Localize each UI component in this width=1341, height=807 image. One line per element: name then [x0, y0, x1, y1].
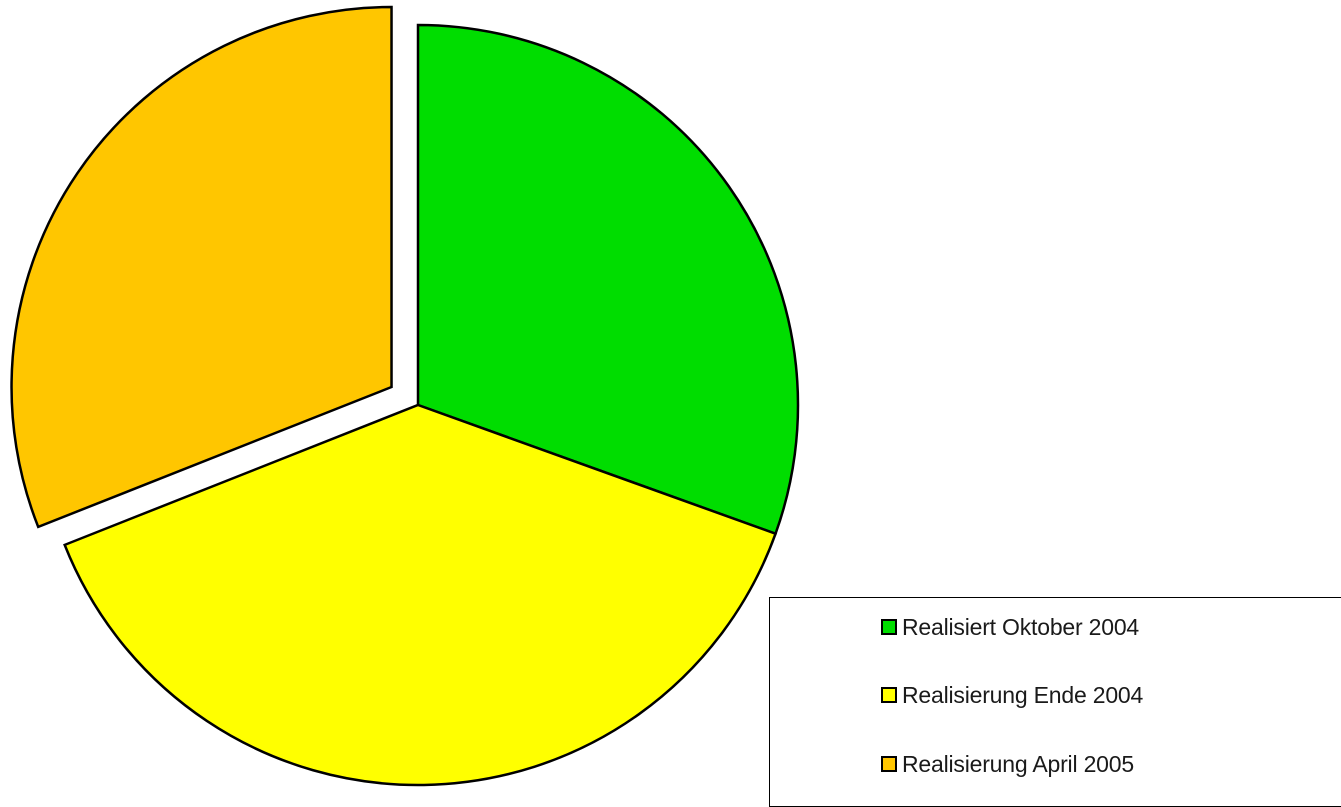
legend-swatch — [881, 687, 897, 703]
legend-swatch — [881, 756, 897, 772]
legend-item: Realisierung April 2005 — [881, 749, 1134, 779]
pie-slice — [416, 23, 800, 536]
pie-slice — [10, 5, 393, 529]
legend-item: Realisiert Oktober 2004 — [881, 612, 1139, 642]
legend-label: Realisierung Ende 2004 — [902, 681, 1144, 708]
pie-slice — [63, 403, 778, 787]
legend-item: Realisierung Ende 2004 — [881, 680, 1143, 710]
legend-swatch — [881, 619, 897, 635]
legend-label: Realisiert Oktober 2004 — [902, 613, 1140, 640]
chart-legend: Realisiert Oktober 2004 Realisierung End… — [769, 597, 1341, 807]
legend-label: Realisierung April 2005 — [902, 750, 1134, 777]
